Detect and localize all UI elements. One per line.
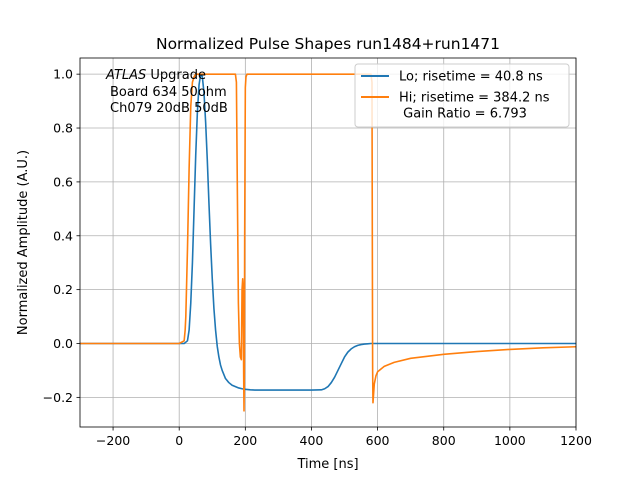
legend-label-line: Lo; risetime = 40.8 ns [399, 70, 543, 85]
y-axis-label: Normalized Amplitude (A.U.) [16, 150, 31, 335]
y-tick-label: 0.6 [53, 174, 73, 189]
x-tick-label: 600 [366, 433, 390, 448]
annotation-upgrade: Upgrade [146, 68, 206, 83]
y-tick-label: 0.2 [53, 282, 73, 297]
y-tick-label: −0.2 [43, 390, 73, 405]
y-axis: −0.2 0.0 0.2 0.4 0.6 0.8 1.0 [43, 67, 80, 405]
x-tick-label: 200 [233, 433, 257, 448]
series-line-hi [80, 73, 576, 412]
x-tick-label: 1000 [494, 433, 526, 448]
x-tick-label: 400 [300, 433, 324, 448]
y-tick-label: 1.0 [53, 67, 73, 82]
x-tick-label: 800 [432, 433, 456, 448]
legend-label-hi: Hi; risetime = 384.2 ns Gain Ratio = 6.7… [399, 91, 550, 122]
axes-frame [79, 57, 577, 428]
x-tick-label: 0 [175, 433, 183, 448]
chart-title: Normalized Pulse Shapes run1484+run1471 [156, 35, 500, 53]
annotation-line-2: Board 634 50ohm [110, 85, 227, 100]
atlas-annotation: ATLAS Upgrade Board 634 50ohm Ch079 20dB… [105, 68, 228, 116]
x-axis: −200 0 200 400 600 800 1000 1200 [96, 427, 592, 448]
legend-label-lo: Lo; risetime = 40.8 ns [399, 70, 543, 85]
annotation-line-3: Ch079 20dB 50dB [110, 101, 228, 116]
y-tick-label: 0.8 [53, 121, 73, 136]
x-tick-label: −200 [96, 433, 130, 448]
series-layer [80, 73, 576, 412]
y-tick-label: 0.0 [53, 336, 73, 351]
annotation-line-1: ATLAS Upgrade [105, 68, 206, 83]
x-axis-label: Time [ns] [296, 457, 358, 472]
legend-label-line: Gain Ratio = 6.793 [399, 107, 527, 122]
legend-label-line: Hi; risetime = 384.2 ns [399, 91, 550, 106]
annotation-atlas: ATLAS [105, 68, 146, 83]
plot-area [80, 73, 576, 412]
legend-box [354, 63, 570, 128]
series-line-lo [80, 73, 576, 391]
legend: Lo; risetime = 40.8 ns Hi; risetime = 38… [354, 63, 570, 128]
x-tick-label: 1200 [560, 433, 592, 448]
y-tick-label: 0.4 [53, 228, 73, 243]
